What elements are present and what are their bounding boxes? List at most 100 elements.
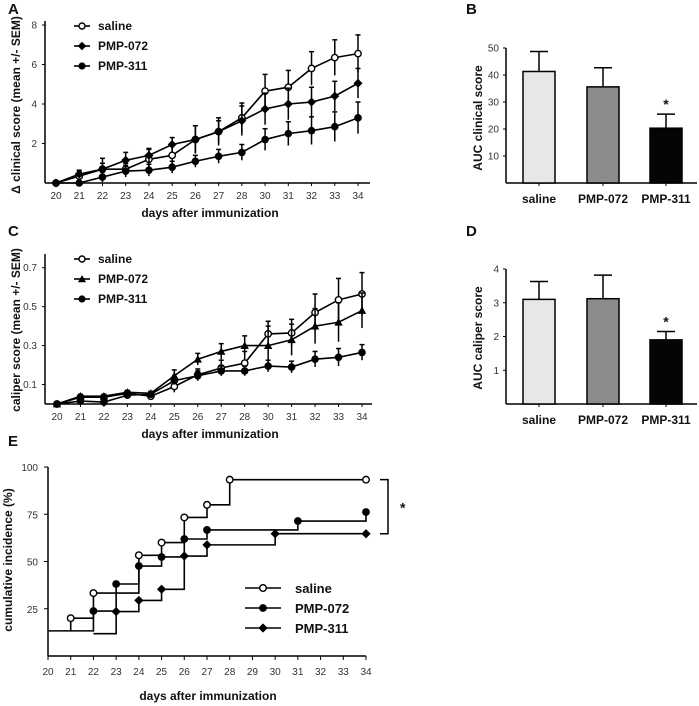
legend-label: saline (98, 19, 132, 33)
data-point (307, 64, 316, 73)
bar-saline (522, 70, 556, 184)
panel-c-plot: 0.1 0.3 0.5 0.7 20 21 22 23 24 25 26 27 28 30 31 32 33 34… (23, 252, 372, 423)
data-point (190, 135, 200, 145)
data-point (283, 99, 293, 109)
panel-label-e: E (8, 433, 18, 450)
data-point (145, 166, 153, 174)
y-tick-label: 0.7 (23, 263, 37, 274)
data-point (357, 306, 367, 314)
data-point (334, 318, 343, 326)
data-point (191, 157, 200, 166)
y-tick-label: 20 (488, 125, 500, 136)
panel-label-b: B (466, 1, 477, 18)
data-point (261, 135, 269, 144)
data-point (74, 169, 84, 179)
bar-pmp-072 (586, 86, 620, 184)
data-point (157, 553, 166, 561)
data-point (362, 475, 371, 484)
x-tick-label: 26 (179, 667, 191, 678)
data-point (52, 179, 60, 187)
data-point (225, 475, 234, 484)
legend-marker (259, 604, 267, 612)
data-point (111, 606, 121, 617)
data-point (287, 363, 296, 371)
x-tick-label: 33 (338, 667, 350, 678)
bar-pmp-311 (649, 339, 683, 405)
x-tick-label: 34 (360, 667, 372, 678)
x-tick-label: 22 (97, 191, 109, 202)
data-point (270, 529, 280, 539)
data-point (121, 155, 131, 165)
panel-d-ylabel: AUC caliper score (471, 286, 485, 390)
legend-label: PMP-311 (295, 621, 348, 636)
bar-pmp-311 (649, 127, 683, 184)
y-tick-label: 1 (493, 366, 499, 377)
significance-star: * (400, 500, 406, 516)
legend-label: PMP-072 (98, 39, 148, 53)
x-tick-label: 27 (216, 412, 228, 423)
series-line-saline (56, 293, 363, 405)
x-tick-label: 30 (260, 191, 272, 202)
panel-c-ylabel: caliper score (mean +/- SEM) (9, 248, 23, 412)
data-point (240, 367, 249, 375)
data-point (217, 347, 226, 355)
data-point (264, 362, 272, 370)
data-point (330, 53, 339, 62)
y-tick-label: 50 (27, 558, 39, 569)
legend-label: PMP-072 (295, 601, 349, 616)
series-line-pmp-072 (56, 309, 363, 405)
data-point (287, 335, 296, 344)
legend-label: saline (295, 581, 332, 596)
x-tick-label: 34 (356, 412, 368, 423)
x-tick-label: 26 (192, 412, 204, 423)
legend-marker (78, 275, 86, 283)
legend-marker (259, 584, 268, 593)
data-point (147, 390, 155, 399)
y-tick-label: 4 (31, 100, 37, 111)
x-tick-label: 29 (247, 667, 259, 678)
x-tick-label: 31 (292, 667, 304, 678)
data-point (100, 398, 108, 406)
x-tick-label: 20 (51, 412, 63, 423)
data-point (310, 321, 320, 330)
data-point (193, 371, 202, 380)
x-tick-label: 24 (133, 667, 145, 678)
data-point (98, 173, 107, 181)
data-point (307, 97, 317, 107)
data-point (240, 341, 249, 349)
data-point (203, 526, 211, 534)
data-point (202, 500, 211, 509)
x-tick-label: 31 (286, 412, 298, 423)
x-tick-label: 24 (145, 412, 157, 423)
panel-c-xlabel: days after immunization (141, 427, 278, 441)
legend-marker (78, 255, 86, 263)
panel-d-plot: 1 2 3 4 saline PMP-072 PMP-311 * (493, 265, 697, 427)
x-tick-label: 24 (143, 191, 155, 202)
data-point (180, 513, 189, 522)
y-tick-label: 25 (27, 605, 39, 616)
series-line-pmp-311 (56, 117, 359, 184)
data-point (311, 355, 319, 364)
x-tick-label: 32 (315, 667, 327, 678)
bar-pmp-072 (586, 297, 620, 405)
data-point (134, 551, 143, 560)
panel-a-xlabel: days after immunization (141, 206, 278, 220)
x-tick-label: 33 (333, 412, 345, 423)
data-point (358, 348, 366, 357)
x-tick-label: 30 (270, 667, 282, 678)
x-tick-label: 32 (310, 412, 322, 423)
x-tick-label: 28 (224, 667, 236, 678)
legend-label: PMP-311 (98, 292, 148, 306)
x-tick-label: 30 (263, 412, 275, 423)
data-point (330, 91, 340, 101)
x-tick-label: 34 (352, 191, 364, 202)
significance-star: * (663, 313, 669, 329)
data-point (284, 129, 293, 138)
y-tick-label: 10 (488, 152, 500, 163)
data-point (167, 139, 177, 149)
y-tick-label: 2 (493, 332, 499, 343)
data-point (263, 341, 273, 349)
x-tick-label: 21 (65, 667, 77, 678)
data-point (202, 540, 212, 550)
